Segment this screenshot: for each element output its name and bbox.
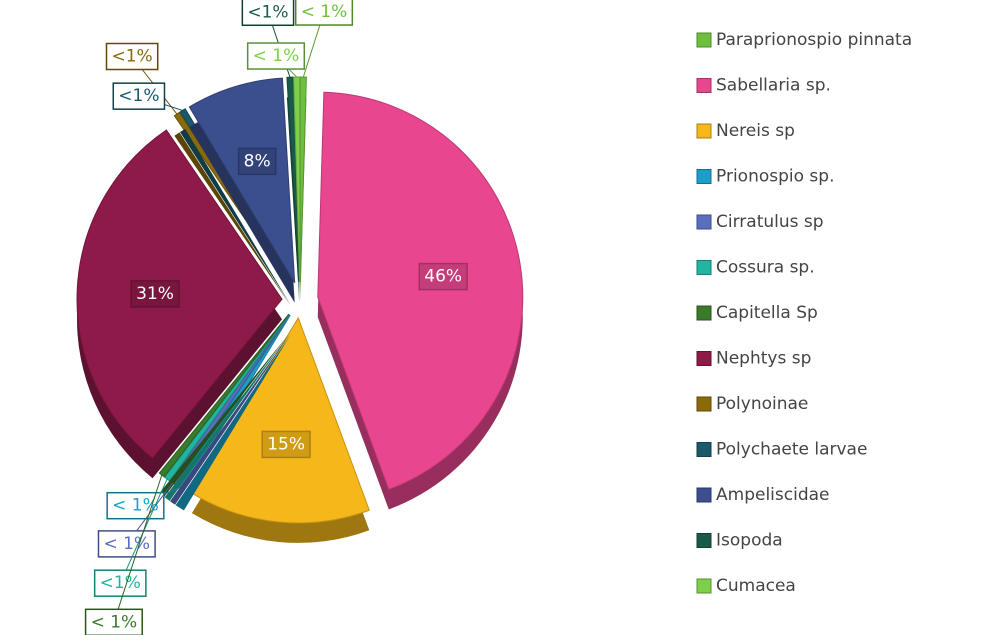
legend-label: Nephtys sp — [716, 349, 811, 369]
data-label-box — [84, 608, 143, 635]
legend-label: Ampeliscidae — [716, 485, 829, 505]
slice — [299, 76, 307, 283]
slice-side — [164, 334, 290, 501]
legend-swatch — [696, 260, 712, 275]
data-label-box — [418, 262, 468, 291]
data-label-box — [241, 0, 295, 27]
legend-swatch — [696, 169, 712, 184]
data-label-box — [261, 430, 311, 459]
slice-side — [170, 334, 290, 505]
data-label-box — [130, 280, 180, 308]
legend-swatch — [696, 442, 712, 457]
slice — [191, 316, 370, 524]
data-label: 31% — [136, 284, 174, 304]
legend-swatch — [696, 123, 712, 139]
leader-line — [113, 474, 163, 623]
slice-side — [175, 335, 291, 511]
legend-label: Sabellaria sp. — [716, 76, 831, 96]
data-label-box — [97, 530, 156, 558]
data-label: < 1% — [253, 46, 300, 66]
legend-label: Capitella Sp — [716, 303, 818, 323]
legend-label: Cirratulus sp — [716, 212, 824, 232]
data-label: 8% — [244, 151, 271, 171]
slice — [317, 91, 524, 491]
slice-side — [159, 334, 289, 497]
legend-label: Polychaete larvae — [716, 440, 867, 460]
slice-side — [286, 97, 300, 303]
legend-label: Paraprionospio pinnata — [716, 30, 912, 50]
data-label: 46% — [424, 267, 462, 287]
data-label: 15% — [267, 434, 305, 454]
data-label: <1% — [247, 2, 288, 22]
slice — [188, 77, 296, 284]
legend-swatch — [696, 214, 712, 230]
data-label: < 1% — [91, 612, 138, 632]
legend-swatch — [696, 32, 712, 48]
data-label: < 1% — [112, 496, 159, 516]
legend-swatch — [696, 351, 712, 366]
legend-label: Prionospio sp. — [716, 167, 834, 187]
legend-swatch — [696, 533, 712, 548]
data-label-box — [237, 147, 277, 176]
legend-label: Polynoinae — [716, 394, 808, 414]
legend-label: Cossura sp. — [716, 258, 815, 278]
slice-side — [174, 132, 291, 305]
legend-swatch — [696, 396, 712, 412]
legend-label: Cumacea — [716, 576, 796, 596]
data-label-box — [93, 569, 147, 597]
slice-side — [179, 128, 291, 305]
data-label: <1% — [112, 46, 153, 66]
data-label: < 1% — [103, 534, 150, 554]
data-label-box — [112, 82, 166, 110]
legend-swatch — [696, 487, 712, 503]
legend-swatch — [696, 578, 712, 594]
slice — [286, 76, 300, 283]
data-label: < 1% — [301, 2, 348, 22]
legend-swatch — [696, 305, 712, 321]
data-label: <1% — [118, 86, 159, 106]
data-label-box — [294, 0, 354, 26]
legend-label: Nereis sp — [716, 121, 795, 141]
legend-label: Isopoda — [716, 531, 783, 551]
data-label-box — [246, 42, 306, 70]
legend-swatch — [696, 78, 712, 93]
data-label: <1% — [100, 573, 141, 593]
data-label-box — [105, 42, 159, 71]
